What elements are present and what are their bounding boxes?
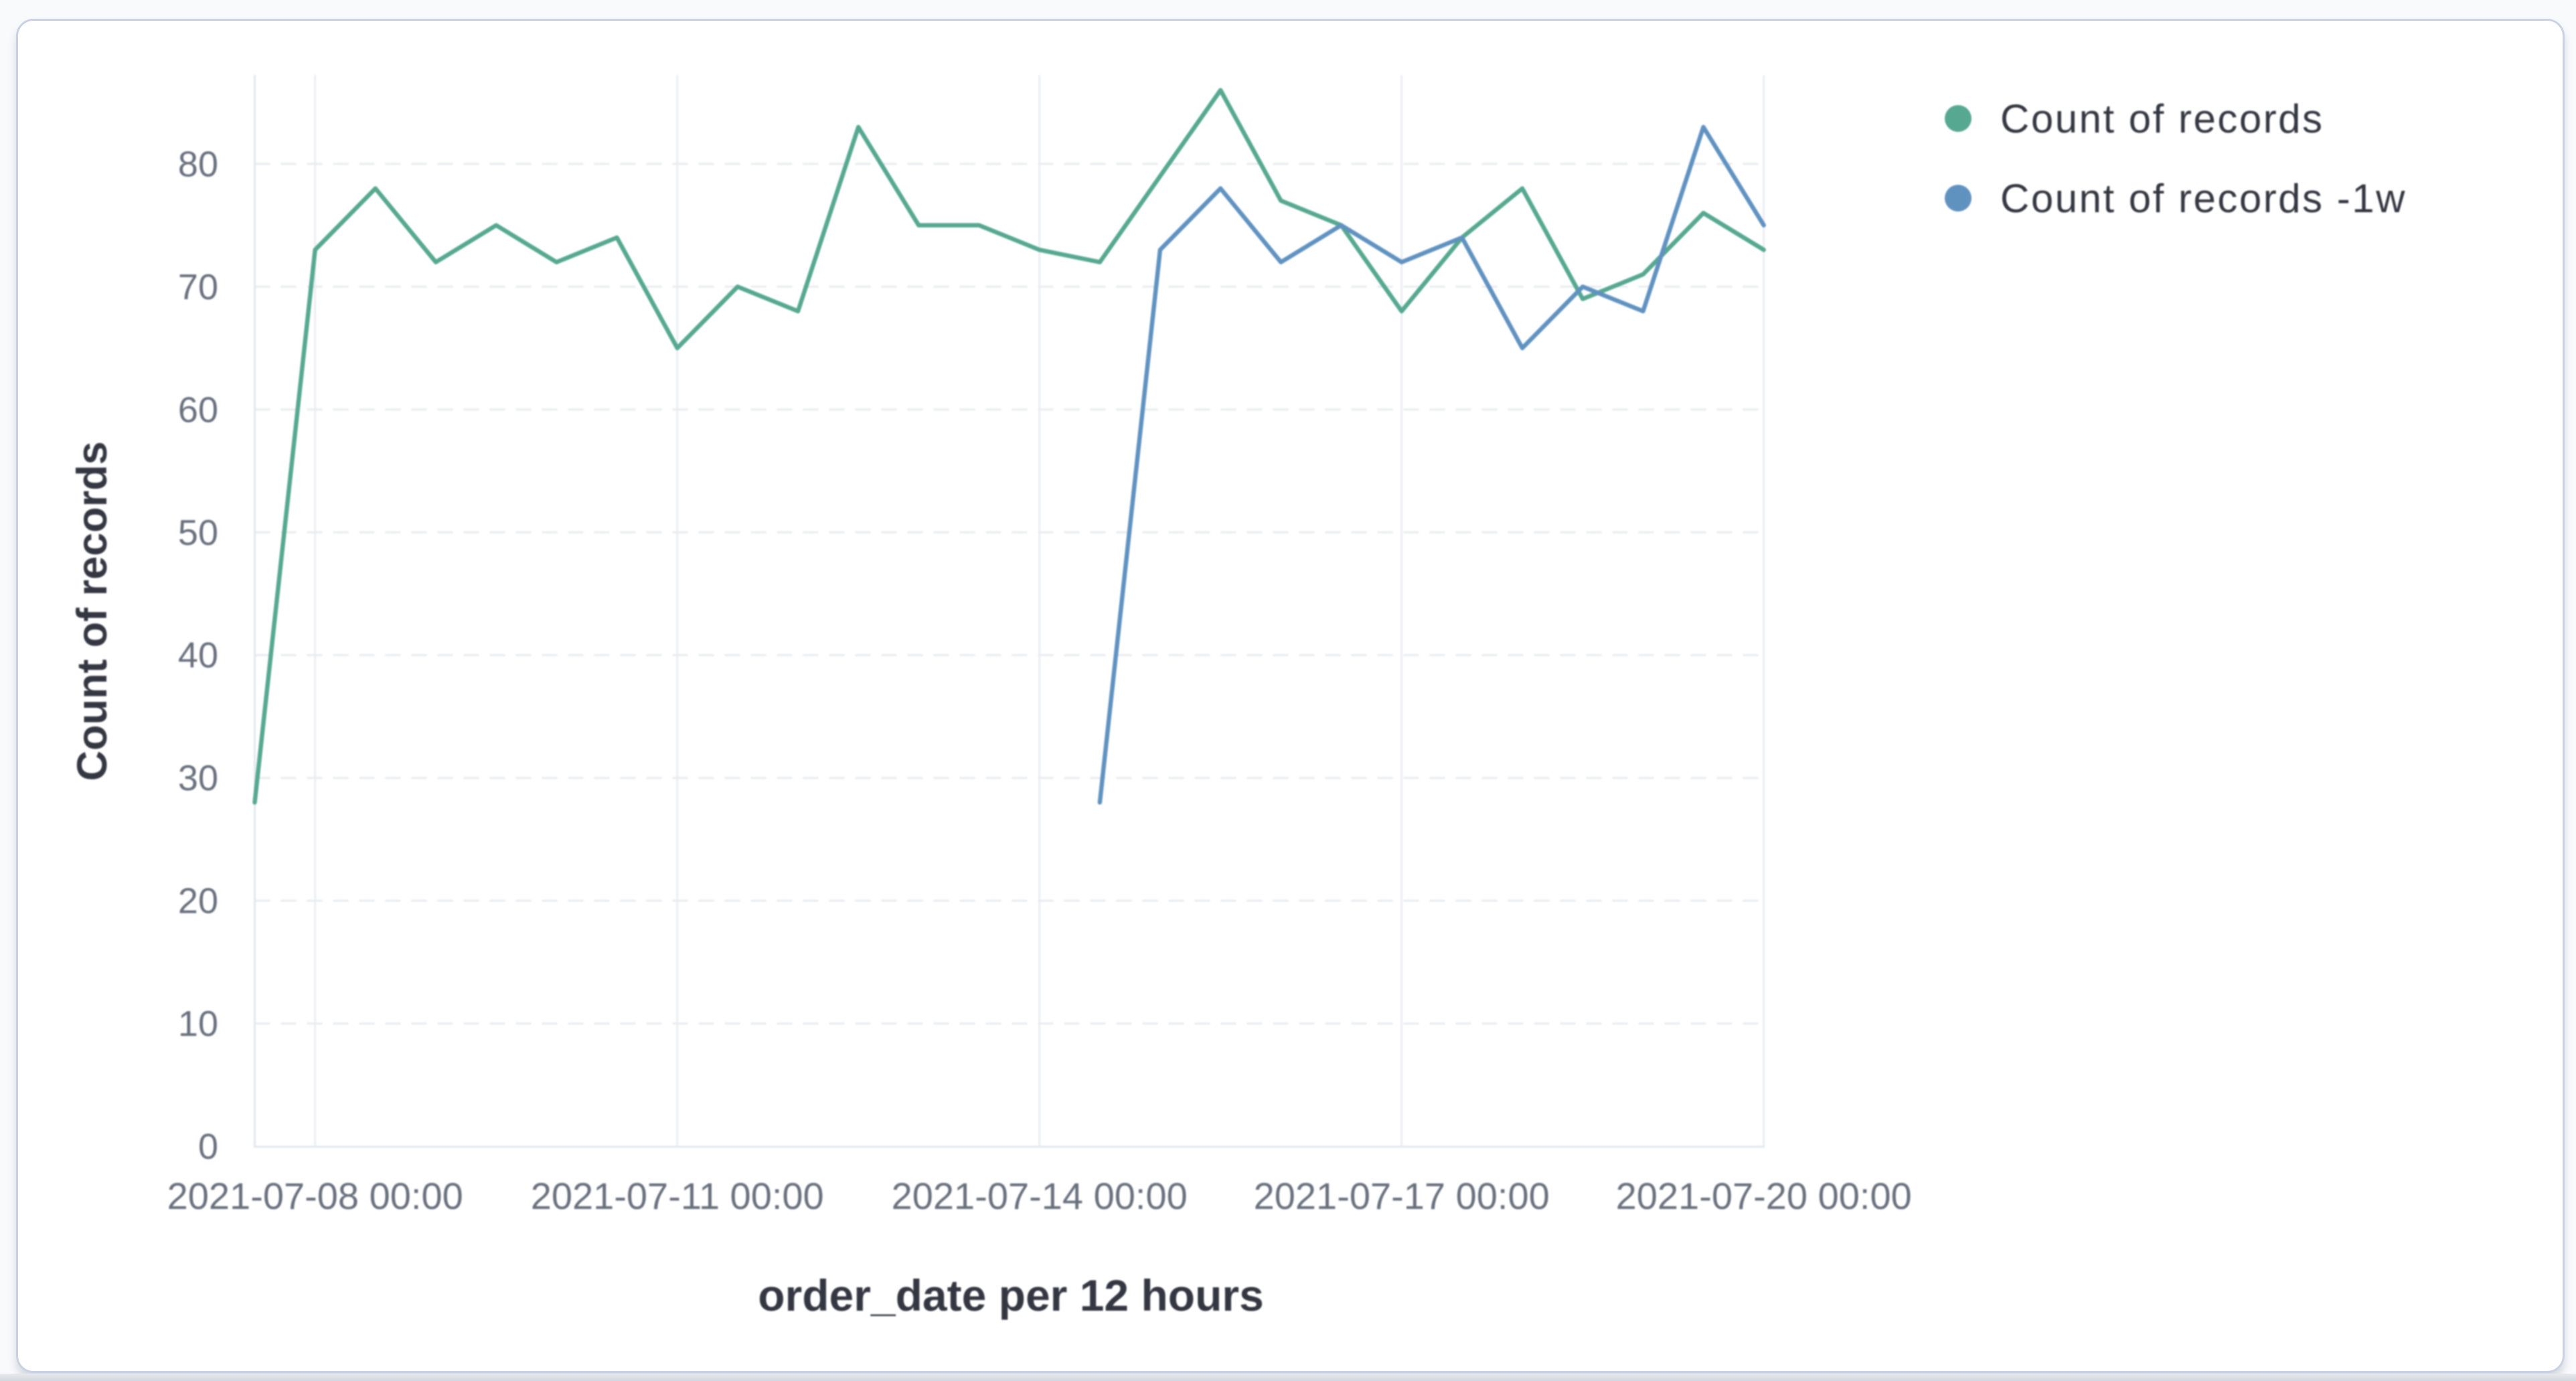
svg-text:30: 30: [178, 758, 218, 799]
svg-text:50: 50: [178, 513, 218, 553]
svg-text:2021-07-20 00:00: 2021-07-20 00:00: [1616, 1175, 1912, 1217]
svg-text:20: 20: [178, 881, 218, 921]
svg-text:2021-07-17 00:00: 2021-07-17 00:00: [1254, 1175, 1550, 1217]
svg-text:Count of records: Count of records: [2000, 96, 2324, 141]
svg-text:Count of records: Count of records: [69, 441, 116, 781]
svg-text:40: 40: [178, 635, 218, 675]
svg-text:0: 0: [198, 1127, 218, 1167]
svg-text:order_date per 12 hours: order_date per 12 hours: [758, 1271, 1264, 1320]
svg-text:10: 10: [178, 1004, 218, 1044]
svg-text:2021-07-14 00:00: 2021-07-14 00:00: [892, 1175, 1188, 1217]
svg-text:2021-07-11 00:00: 2021-07-11 00:00: [531, 1175, 824, 1217]
svg-text:60: 60: [178, 390, 218, 430]
svg-text:80: 80: [178, 144, 218, 184]
svg-text:70: 70: [178, 267, 218, 307]
svg-text:Count of records -1w: Count of records -1w: [2000, 176, 2407, 221]
svg-text:2021-07-08 00:00: 2021-07-08 00:00: [167, 1175, 463, 1217]
